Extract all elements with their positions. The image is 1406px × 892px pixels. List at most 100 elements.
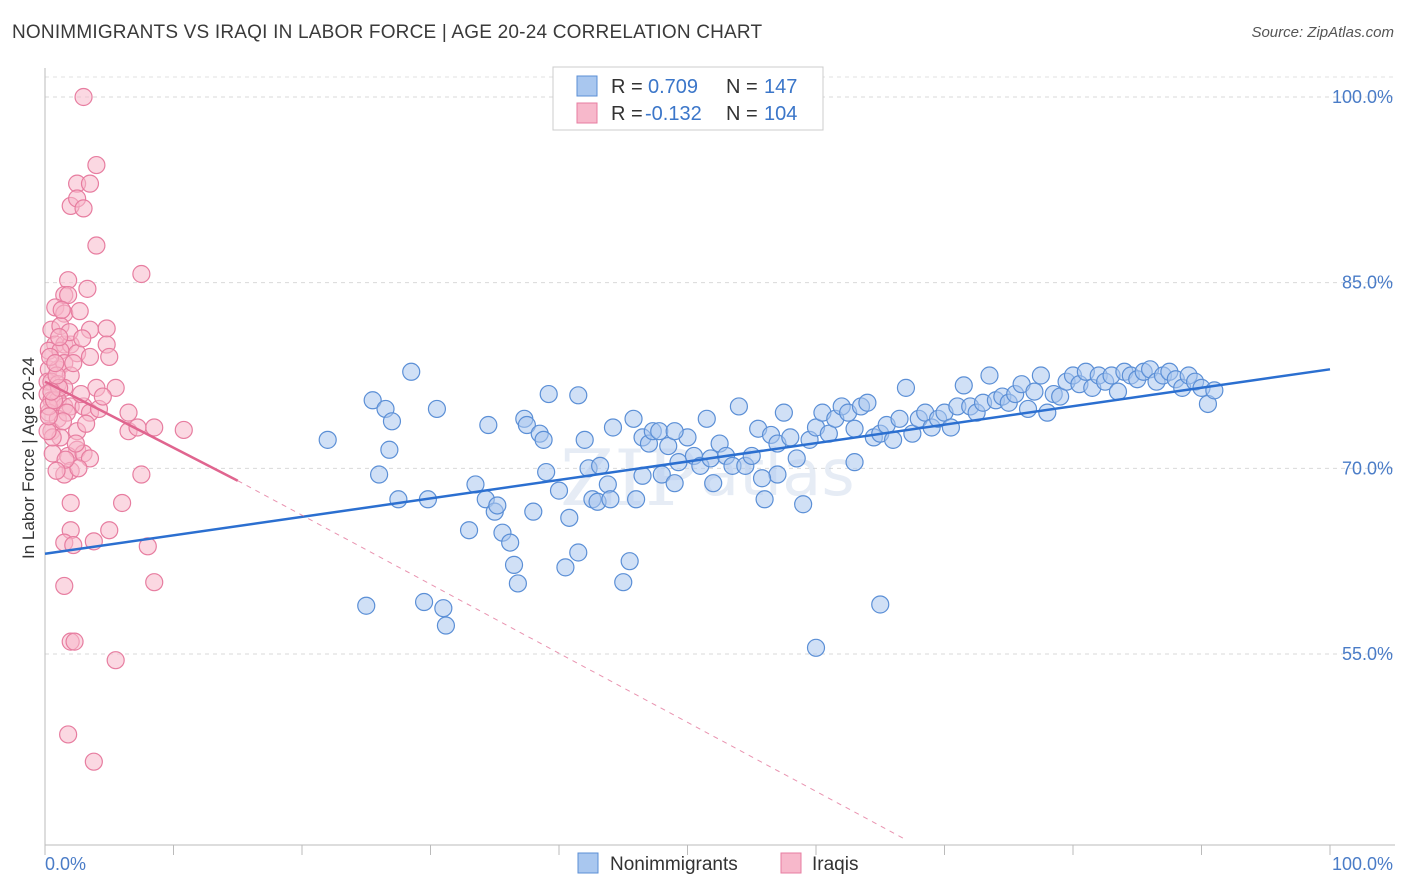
legend-r-label-1: R = (611, 76, 643, 98)
y-tick-label: 85.0% (1342, 273, 1393, 293)
iraqis-point (106, 378, 125, 397)
nonimmigrants-point (896, 378, 916, 397)
bottom-legend-swatch-iraqis (780, 852, 802, 874)
nonimmigrants-trend-line (44, 368, 1331, 555)
nonimmigrants-point (941, 418, 961, 437)
nonimmigrants-point (598, 475, 617, 494)
iraqis-point (80, 449, 100, 468)
nonimmigrants-points (318, 360, 1224, 657)
nonimmigrants-point (591, 456, 610, 475)
nonimmigrants-point (459, 521, 479, 540)
iraqis-point (74, 87, 93, 107)
nonimmigrants-point (534, 430, 553, 449)
bottom-legend-label-iraqis: Iraqis (812, 854, 858, 875)
iraqis-point (93, 387, 112, 406)
legend-swatch-pink (576, 102, 598, 124)
iraqis-point (100, 347, 119, 367)
nonimmigrants-point (501, 533, 520, 552)
iraqis-point (145, 573, 164, 592)
iraqis-point (66, 434, 85, 453)
nonimmigrants-point (624, 409, 643, 428)
iraqis-point (59, 725, 78, 744)
iraqis-point (132, 264, 151, 284)
y-tick-label: 70.0% (1342, 458, 1393, 478)
nonimmigrants-point (436, 616, 456, 635)
nonimmigrants-point (620, 552, 639, 571)
nonimmigrants-point (402, 362, 421, 381)
nonimmigrants-point (370, 465, 389, 484)
nonimmigrants-point (755, 490, 774, 509)
iraqis-point (70, 302, 89, 321)
nonimmigrants-point (603, 418, 623, 437)
nonimmigrants-point (845, 453, 864, 472)
nonimmigrants-point (742, 446, 761, 466)
iraqis-trend-extension (237, 480, 907, 841)
nonimmigrants-point (427, 399, 447, 419)
legend-n-value-1: 147 (764, 76, 797, 98)
iraqis-point (52, 300, 71, 319)
nonimmigrants-point (539, 384, 558, 404)
nonimmigrants-point (380, 440, 399, 459)
nonimmigrants-point (1018, 399, 1038, 419)
iraqis-point (132, 465, 151, 484)
y-tick-labels: 55.0% 70.0% 85.0% 100.0% (1332, 87, 1393, 664)
nonimmigrants-point (752, 469, 772, 488)
iraqis-point (69, 459, 88, 478)
iraqis-point (50, 328, 69, 347)
iraqis-points (38, 87, 193, 771)
nonimmigrants-point (549, 481, 569, 500)
bottom-legend-label-nonimmigrants: Nonimmigrants (610, 854, 738, 875)
nonimmigrants-point (665, 422, 684, 441)
iraqis-trend-line (44, 380, 239, 482)
nonimmigrants-point (537, 462, 556, 482)
iraqis-point (87, 155, 106, 175)
iraqis-point (73, 329, 92, 348)
bottom-legend-swatch-nonimmigrants (577, 852, 599, 874)
iraqis-point (47, 461, 66, 480)
nonimmigrants-point (871, 595, 890, 614)
nonimmigrants-point (1038, 403, 1057, 422)
nonimmigrants-point (1025, 382, 1044, 401)
iraqis-point (80, 347, 100, 367)
nonimmigrants-point (488, 496, 507, 515)
nonimmigrants-point (517, 415, 536, 435)
iraqis-point (100, 521, 119, 540)
nonimmigrants-point (357, 596, 376, 615)
nonimmigrants-point (524, 502, 543, 521)
nonimmigrants-point (434, 599, 453, 618)
nonimmigrants-point (575, 430, 594, 449)
iraqis-point (65, 632, 84, 651)
nonimmigrants-point (781, 428, 800, 447)
trend-lines (44, 368, 1331, 841)
y-tick-label: 55.0% (1342, 644, 1393, 664)
nonimmigrants-point (614, 573, 633, 592)
nonimmigrants-point (954, 376, 973, 395)
nonimmigrants-point (729, 397, 749, 416)
legend-r-label-2: R = (611, 103, 643, 125)
nonimmigrants-point (626, 490, 646, 509)
x-tick-label: 0.0% (45, 854, 86, 874)
nonimmigrants-point (414, 592, 434, 612)
nonimmigrants-point (601, 490, 620, 509)
iraqis-point (61, 493, 80, 513)
iraqis-point (64, 354, 83, 373)
nonimmigrants-point (504, 555, 524, 574)
nonimmigrants-point (980, 366, 999, 385)
legend-swatch-blue (576, 75, 598, 97)
nonimmigrants-point (569, 386, 588, 405)
nonimmigrants-point (479, 415, 498, 435)
stats-legend: R = 0.709 N = 147 R = -0.132 N = 104 (552, 66, 824, 131)
iraqis-point (74, 199, 93, 218)
iraqis-point (87, 236, 106, 255)
nonimmigrants-point (382, 412, 402, 431)
nonimmigrants-point (768, 465, 787, 484)
x-tick-labels: 0.0% 100.0% (45, 854, 1393, 874)
iraqis-point (46, 354, 65, 373)
nonimmigrants-point (1108, 382, 1128, 401)
nonimmigrants-point (858, 393, 877, 412)
nonimmigrants-point (697, 409, 716, 428)
nonimmigrants-point (890, 409, 909, 428)
nonimmigrants-point (1031, 366, 1050, 385)
legend-r-value-2: -0.132 (645, 103, 702, 125)
